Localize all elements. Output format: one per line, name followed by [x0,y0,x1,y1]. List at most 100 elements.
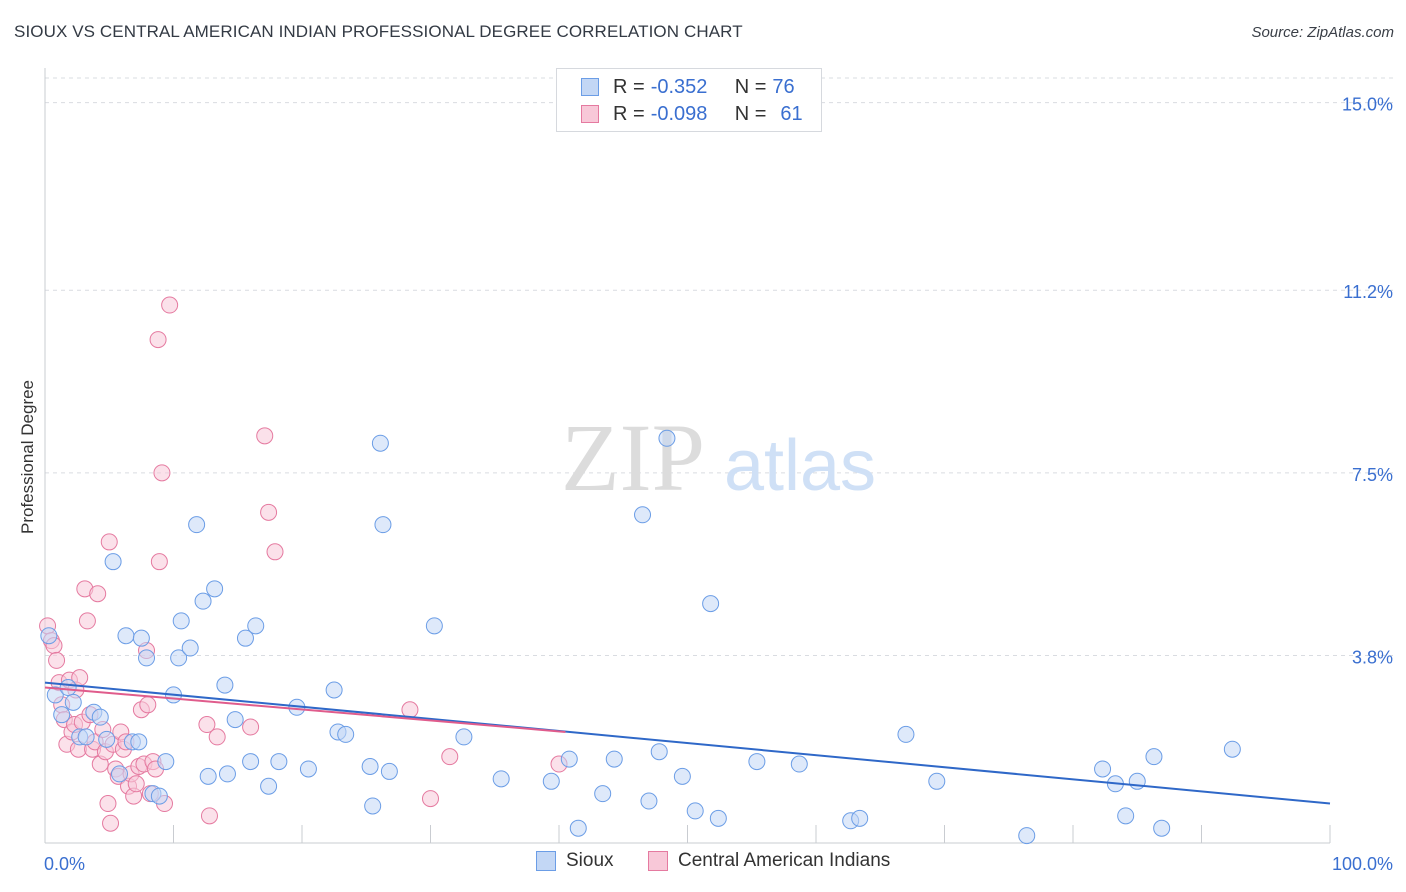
sioux-point [371,434,389,452]
sioux-point [790,755,808,773]
sioux-point [1117,807,1135,825]
sioux-point [640,792,658,810]
central-american-point [200,807,218,825]
sioux-point [542,772,560,790]
correlation-legend: R = -0.352 N = 76 R = -0.098 N = 61 [556,68,822,132]
legend-r-value: -0.098 [650,102,708,125]
series-legend-sioux[interactable]: Sioux [536,850,614,872]
legend-n-value: 76 [772,75,795,98]
central-american-point [100,533,118,551]
central-american-point [198,716,216,734]
central-american-point [102,814,120,832]
legend-swatch-sioux [581,78,599,96]
sioux-point [218,765,236,783]
sioux-point [299,760,317,778]
sioux-point [170,649,188,667]
sioux-point [425,617,443,635]
axes-layer [44,68,1331,844]
sioux-point [242,753,260,771]
central-american-point [78,612,96,630]
series-label-central: Central American Indians [678,850,891,871]
grid-layer [45,77,1395,656]
sioux-point [364,797,382,815]
legend-r-value: -0.352 [650,75,708,98]
central-american-point [401,701,419,719]
sioux-point [686,802,704,820]
central-american-trend-line [44,686,566,733]
sioux-point [91,708,109,726]
sioux-point [194,592,212,610]
legend-row-central: R = -0.098 N = 61 [581,101,803,127]
sioux-point [748,753,766,771]
sioux-point [605,750,623,768]
sioux-point [325,681,343,699]
sioux-point [560,750,578,768]
y-tick-label: 15.0% [1342,95,1393,115]
sioux-point [46,686,64,704]
sioux-point [188,516,206,534]
sioux-point [380,762,398,780]
y-tick-label: 7.5% [1352,465,1393,485]
y-tick-label: 11.2% [1343,282,1393,302]
legend-r-label: R = [613,75,645,98]
x-tick-label-min: 0.0% [44,854,85,874]
sioux-point [98,730,116,748]
sioux-point [117,627,135,645]
legend-swatch-central [581,105,599,123]
sioux-point [492,770,510,788]
sioux-point [130,733,148,751]
sioux-point [1223,740,1241,758]
sioux-point [111,765,129,783]
sioux-point [709,809,727,827]
central-american-point [48,651,66,669]
series-legend-central[interactable]: Central American Indians [648,850,890,872]
sioux-point [216,676,234,694]
sioux-point [236,629,254,647]
source-label: Source: ZipAtlas.com [1251,24,1394,41]
central-american-point [208,728,226,746]
central-american-point [150,553,168,571]
sioux-point [569,819,587,837]
sioux-point [132,629,150,647]
sioux-point [157,753,175,771]
sioux-point [104,553,122,571]
series-swatch-central [648,851,668,871]
sioux-point [650,743,668,761]
x-tick-label-max: 100.0% [1332,854,1393,874]
watermark: ZIP atlas [561,404,876,511]
watermark-zip: ZIP [561,404,705,511]
sioux-point [40,627,58,645]
central-american-point [153,464,171,482]
central-american-point [441,748,459,766]
sioux-point [53,706,71,724]
central-american-point [149,331,167,349]
sioux-point [374,516,392,534]
sioux-point [270,753,288,771]
tick-labels: 3.8% 7.5% 11.2% 15.0% 0.0% 100.0% [44,95,1393,874]
sioux-point [260,777,278,795]
legend-r-label: R = [613,102,645,125]
legend-n-label: N = [734,75,767,98]
sioux-point [1094,760,1112,778]
sioux-point [455,728,473,746]
sioux-point [928,772,946,790]
sioux-point [702,595,720,613]
sioux-point [1018,827,1036,845]
sioux-point [199,767,217,785]
watermark-atlas: atlas [724,426,876,506]
sioux-point [64,693,82,711]
central-american-point [242,718,260,736]
central-american-point [256,427,274,445]
trend-lines [44,681,1331,805]
sioux-point [658,429,676,447]
central-american-point [422,790,439,808]
legend-n-value: 61 [780,102,803,125]
central-american-point [266,543,284,561]
sioux-point [361,758,379,775]
sioux-point [247,617,265,635]
sioux-point [59,679,77,697]
central-american-point [139,696,157,714]
sioux-point [851,809,869,827]
series-legend: Sioux Central American Indians [0,850,1406,878]
